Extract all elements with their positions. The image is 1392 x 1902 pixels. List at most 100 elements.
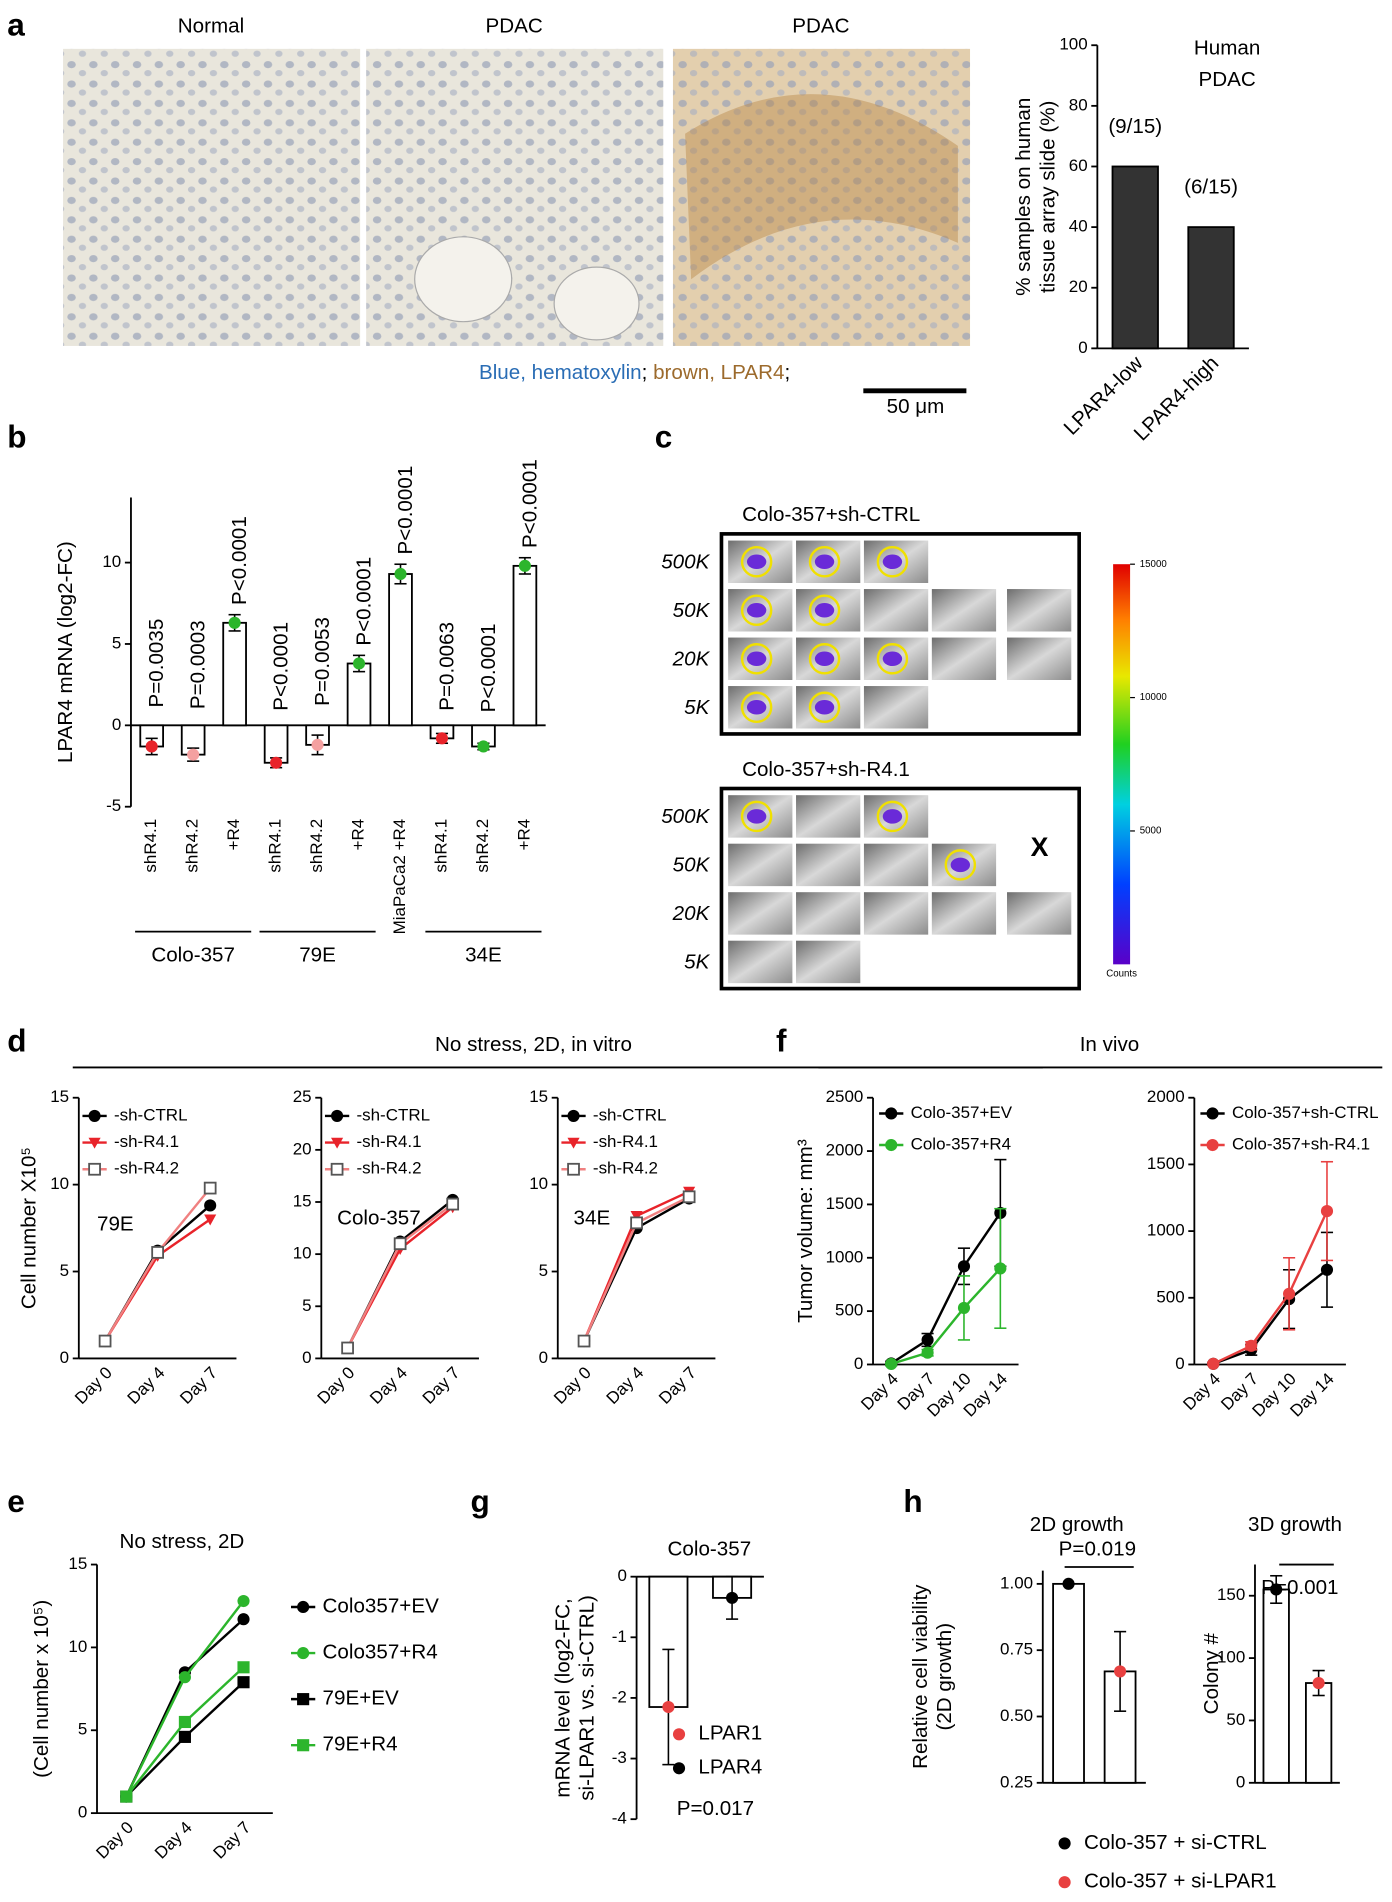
y-tick-label: 1500 [826, 1194, 864, 1213]
y-axis-label: Tumor volume: mm³ [794, 1139, 817, 1323]
legend-label: -sh-CTRL [356, 1105, 430, 1124]
x-tick-label: Day 4 [124, 1363, 169, 1408]
legend-label: Colo-357+sh-R4.1 [1232, 1134, 1370, 1153]
y-tick-label: 10 [50, 1174, 69, 1193]
legend-marker [331, 1137, 344, 1149]
y-tick-label: 60 [1069, 156, 1088, 175]
x-tick-label: Day 7 [210, 1818, 255, 1863]
mouse-image [726, 890, 794, 936]
marker [1270, 1583, 1283, 1596]
signal [814, 700, 835, 715]
marker [145, 740, 158, 753]
colorbar-tick-label: 5000 [1140, 826, 1162, 837]
panel-letter: d [7, 1022, 26, 1058]
legend-marker [567, 1162, 580, 1176]
y-axis-label: % samples on human [1012, 98, 1035, 296]
colorbar [1113, 564, 1131, 965]
x-tick-label: Day 7 [655, 1363, 700, 1408]
y-tick-label: 5 [302, 1296, 311, 1315]
x-tick-label: Day 4 [151, 1818, 196, 1863]
y-tick-label: 10 [293, 1244, 312, 1263]
image-frame [719, 786, 1081, 991]
mouse-image [862, 842, 930, 888]
marker [994, 1262, 1007, 1275]
y-tick-label: 500 [835, 1301, 863, 1320]
y-axis-label: Relative cell viability [909, 1584, 932, 1769]
y-tick-label: 15 [293, 1191, 312, 1210]
x-tick-label: +R4 [224, 819, 243, 851]
legend-marker [672, 1762, 686, 1775]
y-axis-label: (2D growth) [933, 1623, 956, 1731]
x-tick-label: Day 0 [314, 1363, 359, 1408]
lumen [414, 236, 513, 323]
y-tick-label: 1000 [1147, 1221, 1185, 1240]
caption-part: brown, LPAR4 [653, 361, 784, 384]
legend-label: 79E+EV [323, 1687, 399, 1710]
marker [1320, 1205, 1334, 1218]
mouse-image [726, 939, 794, 985]
bar [1305, 1682, 1333, 1784]
chart-title: No stress, 2D [119, 1530, 244, 1553]
marker [477, 740, 490, 753]
y-tick-label: 0.75 [1000, 1640, 1033, 1659]
legend-label: Colo-357+sh-CTRL [1232, 1103, 1379, 1122]
legend-marker [567, 1109, 580, 1122]
group-title: Colo-357+sh-CTRL [742, 503, 920, 526]
p-value: P=0.001 [1261, 1576, 1338, 1599]
marker [228, 616, 241, 629]
y-tick-label: -2 [612, 1687, 627, 1706]
marker [577, 1334, 591, 1348]
y-tick-label: 80 [1069, 95, 1088, 114]
legend-label: -sh-R4.2 [593, 1159, 658, 1178]
roi [740, 546, 773, 578]
marker [1320, 1263, 1334, 1276]
legend-label: Colo357+R4 [323, 1641, 438, 1664]
group-title: In vivo [1080, 1033, 1140, 1056]
signal [814, 554, 835, 570]
mouse-image [1005, 636, 1073, 682]
mouse-image [930, 890, 998, 936]
marker [446, 1197, 460, 1211]
row-label: 50K [673, 599, 711, 622]
mouse-image [930, 587, 998, 633]
marker [1062, 1577, 1075, 1590]
marker [957, 1260, 971, 1273]
mouse-image [794, 793, 862, 839]
legend-label: -sh-R4.1 [114, 1132, 179, 1151]
x-tick-label: Day 4 [857, 1369, 902, 1414]
signal [814, 603, 835, 618]
y-tick-label: 25 [293, 1087, 312, 1106]
group-label: 79E [299, 943, 336, 966]
marker [237, 1613, 250, 1626]
p-value: P<0.0001 [518, 459, 541, 548]
roi [876, 643, 909, 675]
y-tick-label: 2000 [826, 1141, 864, 1160]
y-tick-label: 0.50 [1000, 1706, 1033, 1725]
x-tick-label: Day 0 [550, 1363, 595, 1408]
inset-label: 34E [574, 1206, 611, 1229]
marker [630, 1216, 643, 1230]
y-tick-label: 0 [617, 1566, 626, 1585]
legend-label: Colo357+EV [323, 1594, 440, 1617]
group-label: 34E [465, 943, 502, 966]
p-value: P<0.0001 [477, 624, 500, 713]
series-line [104, 1187, 212, 1342]
marker [178, 1715, 191, 1729]
marker [1245, 1339, 1258, 1352]
legend-marker [1058, 1837, 1071, 1850]
panel-letter: c [655, 419, 673, 455]
legend-marker [88, 1137, 101, 1149]
legend-label: LPAR1 [698, 1722, 762, 1745]
signal [746, 700, 767, 715]
marker [394, 567, 407, 581]
marker [237, 1661, 250, 1674]
caption-part: ; [642, 361, 653, 384]
legend-marker [1206, 1107, 1219, 1120]
chart-title: PDAC [1198, 68, 1255, 91]
marker [311, 738, 324, 751]
y-tick-label: 40 [1069, 217, 1088, 236]
roi [876, 546, 909, 578]
mouse-image [794, 890, 862, 936]
x-tick-label: Day 4 [603, 1363, 648, 1408]
